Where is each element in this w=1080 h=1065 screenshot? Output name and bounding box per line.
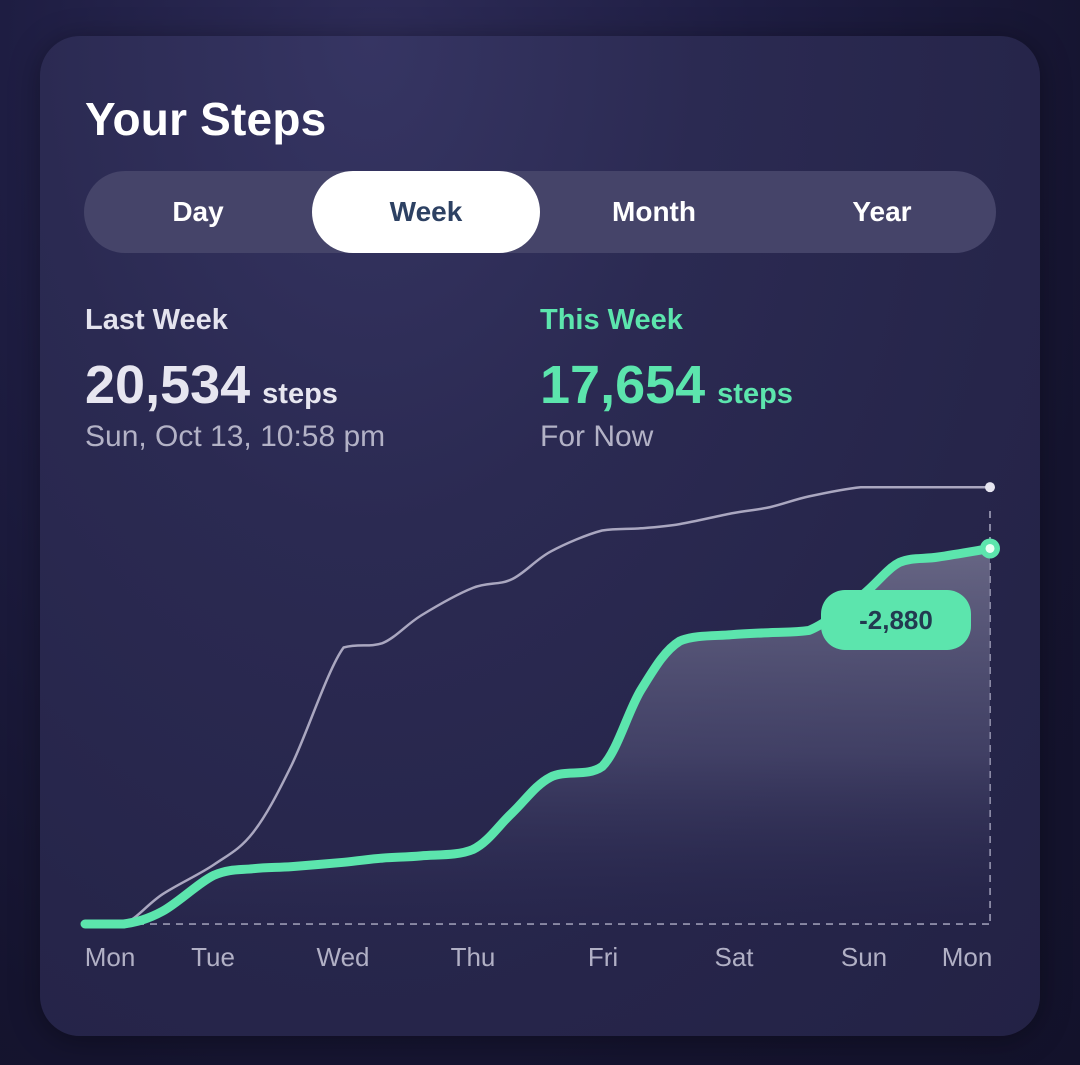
tab-year[interactable]: Year: [852, 196, 912, 227]
x-tick-label: Tue: [191, 942, 235, 972]
this-week-area: [85, 548, 990, 924]
x-tick-label: Wed: [317, 942, 370, 972]
steps-chart: -2,880 Mon Tue Wed Thu Fri Sat Sun Mon: [80, 482, 1000, 972]
this-week-value: 17,654 steps: [540, 354, 793, 416]
x-tick-label: Sun: [841, 942, 887, 972]
page-title: Your Steps: [85, 93, 327, 145]
period-segmented-control: Day Week Month Year: [84, 171, 996, 253]
last-week-label: Last Week: [85, 304, 228, 336]
tab-month[interactable]: Month: [612, 196, 696, 227]
last-week-timestamp: Sun, Oct 13, 10:58 pm: [85, 420, 386, 453]
last-week-line: [83, 485, 992, 926]
x-tick-label: Thu: [451, 942, 496, 972]
difference-badge: [821, 590, 971, 650]
last-week-steps-unit: steps: [262, 378, 338, 410]
tab-day[interactable]: Day: [172, 196, 224, 227]
this-week-steps-unit: steps: [717, 378, 793, 410]
tab-week[interactable]: Week: [312, 171, 540, 253]
last-week-steps-count: 20,534: [85, 355, 251, 415]
this-week-label: This Week: [540, 304, 683, 336]
x-tick-label: Mon: [942, 942, 993, 972]
this-week-steps-count: 17,654: [540, 355, 706, 415]
x-tick-label: Sat: [714, 942, 754, 972]
difference-label: -2,880: [859, 605, 933, 635]
x-tick-label: Fri: [588, 942, 618, 972]
this-week-endpoint-dot: [985, 543, 995, 553]
last-week-value: 20,534 steps: [85, 354, 338, 416]
last-week-endpoint: [985, 482, 995, 493]
x-tick-label: Mon: [85, 942, 136, 972]
this-week-status: For Now: [540, 420, 654, 453]
steps-card: Your Steps Day Week Month Year Last Week…: [40, 36, 1040, 1036]
